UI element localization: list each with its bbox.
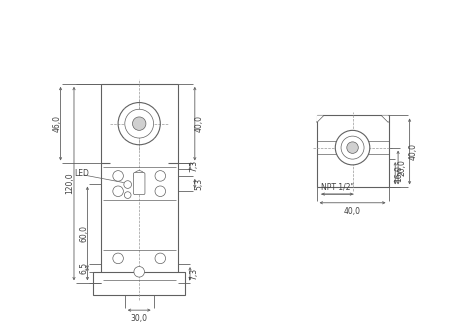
Text: 60,0: 60,0 (79, 225, 88, 242)
Circle shape (155, 253, 165, 264)
Text: 16,0: 16,0 (394, 165, 403, 182)
Bar (101, 84, 178, 283)
Circle shape (134, 171, 145, 181)
Text: 7,3: 7,3 (189, 160, 198, 172)
Text: 40,0: 40,0 (344, 207, 361, 215)
Text: 5,3: 5,3 (194, 178, 203, 190)
Circle shape (113, 171, 123, 181)
Circle shape (132, 117, 146, 130)
Text: LED: LED (74, 168, 89, 178)
Circle shape (124, 181, 131, 188)
Circle shape (134, 267, 145, 277)
Bar (317, 115, 389, 187)
Circle shape (155, 171, 165, 181)
Circle shape (155, 186, 165, 197)
Text: 40,0: 40,0 (194, 115, 203, 132)
Circle shape (113, 253, 123, 264)
Text: 7,3: 7,3 (189, 268, 198, 280)
Text: 30,0: 30,0 (131, 314, 148, 323)
Text: 46,0: 46,0 (52, 115, 61, 132)
Circle shape (125, 109, 154, 138)
Text: 20,0: 20,0 (397, 159, 406, 176)
Circle shape (335, 130, 370, 165)
Circle shape (347, 142, 358, 153)
Polygon shape (317, 115, 323, 122)
Text: NPT 1/2": NPT 1/2" (321, 182, 354, 191)
Circle shape (124, 192, 131, 198)
Polygon shape (382, 115, 389, 122)
Text: 6,5: 6,5 (79, 262, 88, 274)
Text: 40,0: 40,0 (409, 143, 418, 160)
Circle shape (341, 136, 364, 159)
Circle shape (113, 186, 123, 197)
FancyBboxPatch shape (134, 173, 145, 195)
Text: 120,0: 120,0 (66, 173, 74, 194)
Bar (93, 272, 185, 295)
